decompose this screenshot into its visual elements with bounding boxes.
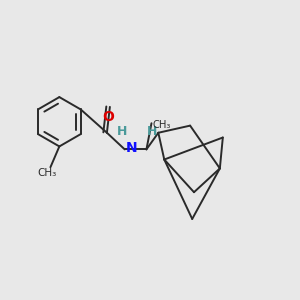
Text: CH₃: CH₃ (37, 168, 56, 178)
Text: H: H (117, 125, 127, 138)
Text: H: H (147, 125, 157, 138)
Text: N: N (126, 141, 138, 155)
Text: O: O (103, 110, 114, 124)
Text: CH₃: CH₃ (153, 120, 171, 130)
